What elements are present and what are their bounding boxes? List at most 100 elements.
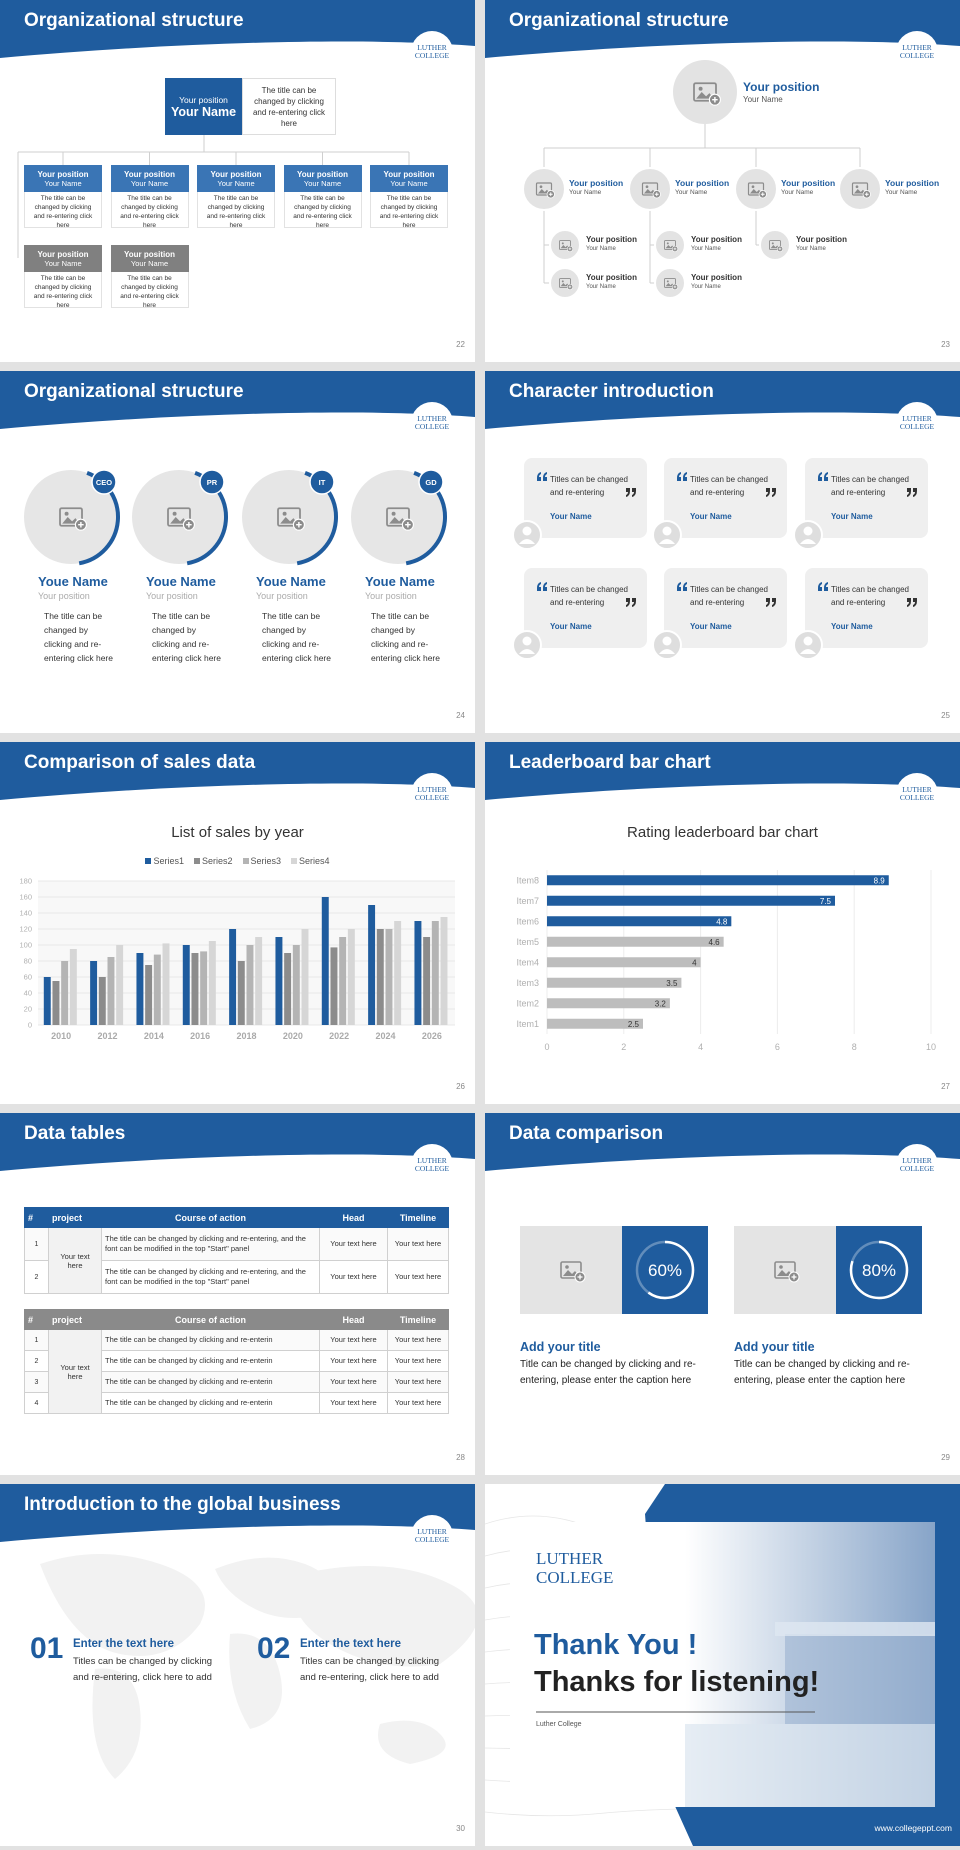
y-tick-label: Item1: [516, 1019, 539, 1029]
ring-value: [635, 1240, 695, 1300]
card-text: Titles can be changed and re-entering: [831, 475, 909, 497]
avatar-body: [800, 539, 816, 544]
icon-mountain: [644, 189, 656, 194]
bar: [440, 917, 448, 1025]
bar: [394, 921, 402, 1025]
icon-frame: [641, 182, 659, 196]
table-cell: Your text here: [48, 1329, 102, 1414]
member-position: Your position: [297, 169, 348, 179]
image-icon: [535, 182, 555, 199]
item-heading: Enter the text here: [73, 1638, 174, 1650]
slide: LUTHER COLLEGE Thank You ! Thanks for liste…: [485, 1484, 960, 1846]
quote-close: [626, 488, 636, 497]
value-label: 4.6: [709, 938, 721, 947]
y-tick-label: Item4: [516, 957, 539, 967]
logo-line: COLLEGE: [415, 1164, 450, 1173]
x-tick-label: 2016: [190, 1031, 210, 1041]
person-text: The title can be changed by clicking and…: [262, 611, 331, 663]
icon-plus: [568, 285, 572, 289]
table-header-cell: #: [24, 1309, 49, 1330]
table-cell: 3: [24, 1371, 49, 1393]
item-heading: Enter the text here: [300, 1638, 401, 1650]
card-name: Your Name: [550, 622, 592, 631]
thanks-subtitle: Thanks for listening!: [534, 1666, 820, 1698]
member-name: Your Name: [44, 258, 82, 268]
avatar-circle: [549, 229, 581, 261]
card: [524, 458, 647, 538]
table-cell: Your text here: [387, 1371, 449, 1393]
logo-badge: [411, 31, 453, 73]
logo-line: LUTHER: [417, 414, 447, 423]
member-position: Your position: [586, 273, 637, 282]
slide-title: Leaderboard bar chart: [509, 752, 711, 773]
icon-sun: [282, 511, 287, 516]
icon-mountain: [665, 283, 675, 287]
head-position: Your position: [179, 94, 228, 105]
bar: [90, 961, 98, 1025]
slide: LUTHER COLLEGE Organizational structure 23 Y…: [485, 0, 960, 362]
page-number: 27: [941, 1082, 950, 1091]
card: [664, 568, 787, 648]
icon-mountain: [560, 283, 570, 287]
icon-frame: [747, 182, 765, 196]
x-tick-label: 2: [621, 1042, 626, 1052]
bar: [347, 929, 355, 1025]
member-header: Your position Your Name: [283, 165, 362, 192]
icon-plus: [568, 247, 572, 251]
head-text: The title can be changed by clicking and…: [242, 78, 336, 135]
member-name: Your Name: [796, 246, 826, 252]
icon-sun: [565, 1265, 569, 1269]
table-cell: The title can be changed by clicking and…: [101, 1260, 320, 1294]
table-cell: Your text here: [387, 1260, 449, 1294]
image-icon: [693, 82, 721, 106]
page-number: 23: [941, 340, 950, 349]
table-header-cell: Course of action: [101, 1207, 320, 1228]
image-icon: [769, 240, 783, 252]
bar: [246, 945, 254, 1025]
card-name: Your Name: [690, 512, 732, 521]
member-header: Your position Your Name: [370, 165, 448, 192]
logo-line: LUTHER: [536, 1549, 604, 1568]
avatar-circle: [654, 229, 686, 261]
x-tick-label: 2010: [51, 1031, 71, 1041]
icon-sun: [561, 280, 564, 283]
slide-title: Data tables: [24, 1123, 126, 1144]
ring-label: 60%: [648, 1261, 682, 1280]
bar: [368, 905, 376, 1025]
item-text: Titles can be changed by clicking and re…: [73, 1656, 213, 1683]
icon-sun: [64, 511, 69, 516]
image-icon: [167, 507, 195, 531]
member-position: Your position: [796, 235, 847, 244]
page-number: 22: [456, 340, 465, 349]
tag-label: GD: [425, 478, 437, 487]
x-tick-label: 4: [698, 1042, 703, 1052]
icon-mountain: [563, 1270, 579, 1276]
person-position: Your position: [256, 591, 308, 601]
avatar-circle: [673, 60, 737, 124]
y-tick-label: 80: [24, 957, 32, 966]
icon-frame: [167, 507, 191, 527]
table-cell: Your text here: [48, 1227, 102, 1294]
y-tick-label: 60: [24, 973, 32, 982]
logo-line: COLLEGE: [415, 51, 450, 60]
logo-badge: [411, 773, 453, 815]
member-name: Your Name: [217, 178, 255, 188]
table-cell: Your text here: [319, 1329, 388, 1351]
value-label: 2.5: [628, 1020, 640, 1029]
slide-title: Character introduction: [509, 381, 714, 402]
bar: [376, 929, 384, 1025]
logo-line: COLLEGE: [900, 1164, 935, 1173]
card-text: Titles can be changed and re-entering: [690, 585, 768, 607]
card-text: Titles can be changed and re-entering: [831, 585, 909, 607]
member-position: Your position: [37, 249, 89, 259]
icon-plus: [405, 521, 411, 528]
head-box: Your position Your Name: [165, 78, 242, 135]
legend-label: Series4: [299, 856, 330, 866]
legend-item: Series2: [193, 855, 233, 867]
logo-line: COLLEGE: [536, 1568, 613, 1587]
table-row: 1 Your text here The title can be changed …: [24, 1329, 449, 1414]
